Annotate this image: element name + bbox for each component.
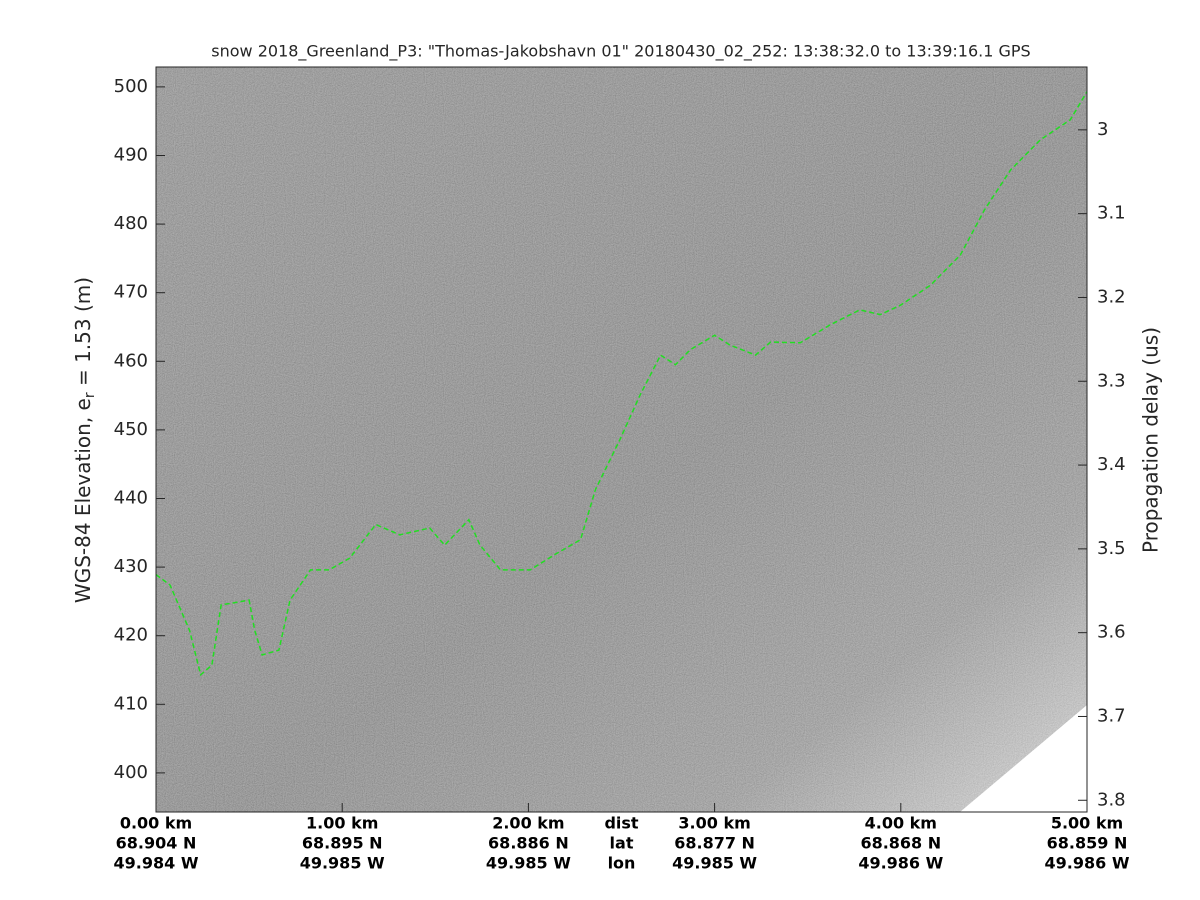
y-tick-label: 500 bbox=[114, 76, 148, 97]
x-tick-label: 5.00 km bbox=[1051, 814, 1123, 833]
x-tick-label: 1.00 km bbox=[306, 814, 378, 833]
x-tick-lat: 68.895 N bbox=[302, 834, 383, 853]
y-tick-label: 490 bbox=[114, 144, 148, 165]
x-tick-lon: 49.986 W bbox=[858, 854, 943, 873]
x-tick-label: 2.00 km bbox=[492, 814, 564, 833]
x-row-name: lon bbox=[608, 854, 636, 873]
y-label-part: = 1.53 (m) bbox=[71, 277, 95, 392]
axes-box bbox=[155, 66, 1088, 813]
x-tick-lon: 49.984 W bbox=[114, 854, 199, 873]
x-row-name: lat bbox=[610, 834, 634, 853]
y-tick-label: 400 bbox=[114, 762, 148, 783]
x-tick-lon: 49.985 W bbox=[672, 854, 757, 873]
y-tick-label: 480 bbox=[114, 213, 148, 234]
x-tick-label: 0.00 km bbox=[120, 814, 192, 833]
x-tick-lat: 68.904 N bbox=[116, 834, 197, 853]
y2-tick-label: 3.2 bbox=[1097, 286, 1126, 307]
y2-tick-label: 3.1 bbox=[1097, 203, 1126, 224]
x-tick-lat: 68.859 N bbox=[1047, 834, 1128, 853]
y2-tick-label: 3.3 bbox=[1097, 370, 1126, 391]
y2-tick-label: 3.6 bbox=[1097, 622, 1126, 643]
x-tick-lon: 49.985 W bbox=[486, 854, 571, 873]
x-tick-lat: 68.868 N bbox=[860, 834, 941, 853]
y-tick-label: 440 bbox=[114, 487, 148, 508]
y-tick-label: 420 bbox=[114, 625, 148, 646]
surface-line bbox=[155, 91, 1088, 677]
x-row-name: dist bbox=[604, 814, 638, 833]
y-tick-label: 460 bbox=[114, 350, 148, 371]
y-axis-label: WGS-84 Elevation, er = 1.53 (m) bbox=[71, 277, 99, 603]
echogram bbox=[156, 67, 1087, 812]
y2-tick-label: 3.4 bbox=[1097, 454, 1126, 475]
y-label-part: WGS-84 Elevation, e bbox=[71, 398, 95, 603]
x-tick-lat: 68.877 N bbox=[674, 834, 755, 853]
y-tick-label: 470 bbox=[114, 282, 148, 303]
y2-tick-label: 3.7 bbox=[1097, 705, 1126, 726]
x-tick-lon: 49.986 W bbox=[1045, 854, 1130, 873]
y2-tick-label: 3.5 bbox=[1097, 538, 1126, 559]
x-tick-label: 3.00 km bbox=[678, 814, 750, 833]
chart-title: snow 2018_Greenland_P3: "Thomas-Jakobsha… bbox=[211, 42, 1030, 62]
x-tick-lon: 49.985 W bbox=[300, 854, 385, 873]
plot-area bbox=[155, 91, 1088, 677]
y-tick-label: 410 bbox=[114, 693, 148, 714]
y-label-part: r bbox=[82, 392, 98, 398]
y-tick-label: 450 bbox=[114, 419, 148, 440]
x-tick-lat: 68.886 N bbox=[488, 834, 569, 853]
y2-tick-label: 3 bbox=[1097, 119, 1108, 140]
y-tick-label: 430 bbox=[114, 556, 148, 577]
no-data-region bbox=[960, 705, 1087, 812]
y2-axis-label: Propagation delay (us) bbox=[1139, 327, 1163, 553]
x-tick-label: 4.00 km bbox=[865, 814, 937, 833]
y2-tick-label: 3.8 bbox=[1097, 789, 1126, 810]
